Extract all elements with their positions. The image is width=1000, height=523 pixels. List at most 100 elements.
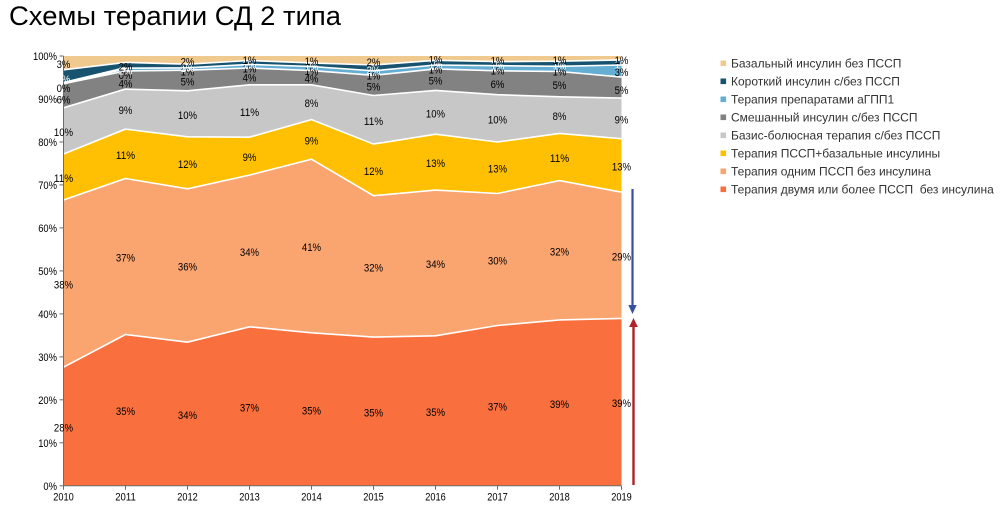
svg-text:Схемы терапии СД 2 типа: Схемы терапии СД 2 типа xyxy=(9,1,342,31)
svg-text:3%: 3% xyxy=(57,59,71,71)
svg-text:2%: 2% xyxy=(367,65,381,77)
svg-text:2%: 2% xyxy=(367,57,381,69)
svg-text:11%: 11% xyxy=(240,107,259,119)
svg-text:5%: 5% xyxy=(181,77,195,89)
svg-text:1%: 1% xyxy=(305,62,319,74)
svg-text:Базис-болюсная терапия с/без П: Базис-болюсная терапия с/без ПССП xyxy=(731,129,940,143)
svg-text:2013: 2013 xyxy=(239,491,260,503)
svg-text:1%: 1% xyxy=(491,66,505,78)
svg-text:2018: 2018 xyxy=(549,491,570,503)
svg-text:2017: 2017 xyxy=(487,491,508,503)
svg-text:70%: 70% xyxy=(38,180,57,192)
svg-text:1%: 1% xyxy=(491,55,505,67)
svg-text:13%: 13% xyxy=(426,158,445,170)
svg-text:11%: 11% xyxy=(54,173,73,185)
svg-text:1%: 1% xyxy=(615,59,629,71)
svg-text:Терапия ПССП+базальные инсулин: Терапия ПССП+базальные инсулины xyxy=(731,147,940,161)
svg-text:35%: 35% xyxy=(116,406,135,418)
svg-text:8%: 8% xyxy=(305,98,319,110)
svg-text:38%: 38% xyxy=(54,280,73,292)
svg-text:1%: 1% xyxy=(243,55,257,67)
svg-text:32%: 32% xyxy=(550,246,569,258)
svg-text:1%: 1% xyxy=(305,66,319,78)
svg-text:1%: 1% xyxy=(181,67,195,79)
svg-text:50%: 50% xyxy=(38,266,57,278)
svg-text:40%: 40% xyxy=(38,309,57,321)
svg-text:60%: 60% xyxy=(38,223,57,235)
svg-text:0%: 0% xyxy=(43,481,57,493)
svg-text:80%: 80% xyxy=(38,137,57,149)
svg-text:1%: 1% xyxy=(181,63,195,75)
svg-text:1%: 1% xyxy=(305,56,319,68)
svg-text:9%: 9% xyxy=(305,135,319,147)
svg-text:2%: 2% xyxy=(119,65,133,77)
svg-text:34%: 34% xyxy=(426,259,445,271)
svg-text:Короткий инсулин с/без ПССП: Короткий инсулин с/без ПССП xyxy=(731,75,900,89)
svg-text:5%: 5% xyxy=(429,76,443,88)
svg-text:37%: 37% xyxy=(488,402,507,414)
svg-text:1%: 1% xyxy=(429,55,443,67)
svg-text:6%: 6% xyxy=(57,94,71,106)
svg-text:13%: 13% xyxy=(612,162,631,174)
svg-text:13%: 13% xyxy=(488,164,507,176)
svg-text:1%: 1% xyxy=(553,66,567,78)
svg-text:1%: 1% xyxy=(553,55,567,67)
svg-text:2019: 2019 xyxy=(611,491,632,503)
svg-text:90%: 90% xyxy=(38,94,57,106)
svg-text:1%: 1% xyxy=(243,59,257,71)
svg-text:5%: 5% xyxy=(553,80,567,92)
svg-text:37%: 37% xyxy=(116,253,135,265)
svg-text:4%: 4% xyxy=(243,72,257,84)
svg-text:10%: 10% xyxy=(488,114,507,126)
svg-text:Смешанный инсулин с/без ПССП: Смешанный инсулин с/без ПССП xyxy=(731,111,917,125)
svg-text:2014: 2014 xyxy=(301,491,322,503)
svg-text:Терапия одним ПССП без инсулин: Терапия одним ПССП без инсулина xyxy=(731,165,931,179)
svg-text:10%: 10% xyxy=(38,438,57,450)
svg-text:20%: 20% xyxy=(38,395,57,407)
svg-text:12%: 12% xyxy=(364,166,383,178)
svg-text:29%: 29% xyxy=(612,251,631,263)
svg-text:0%: 0% xyxy=(119,70,133,82)
svg-text:1%: 1% xyxy=(367,71,381,83)
svg-text:0%: 0% xyxy=(57,83,71,95)
svg-text:1%: 1% xyxy=(491,61,505,73)
svg-text:Терапия двумя или более ПССП: Терапия двумя или более ПССП без инсулин… xyxy=(731,183,994,197)
svg-text:32%: 32% xyxy=(364,262,383,274)
svg-text:1%: 1% xyxy=(615,55,629,67)
svg-text:9%: 9% xyxy=(615,114,629,126)
svg-text:Базальный инсулин без ПССП: Базальный инсулин без ПССП xyxy=(731,57,901,71)
svg-text:39%: 39% xyxy=(550,399,569,411)
svg-text:2011: 2011 xyxy=(115,491,136,503)
svg-text:30%: 30% xyxy=(38,352,57,364)
svg-text:1%: 1% xyxy=(429,60,443,72)
svg-text:34%: 34% xyxy=(178,410,197,422)
svg-text:41%: 41% xyxy=(302,242,321,254)
svg-text:10%: 10% xyxy=(426,108,445,120)
svg-text:5%: 5% xyxy=(367,81,381,93)
svg-text:9%: 9% xyxy=(243,152,257,164)
svg-text:6%: 6% xyxy=(491,79,505,91)
svg-text:10%: 10% xyxy=(54,127,73,139)
svg-text:4%: 4% xyxy=(119,79,133,91)
svg-text:35%: 35% xyxy=(364,407,383,419)
svg-text:30%: 30% xyxy=(488,256,507,268)
svg-text:12%: 12% xyxy=(178,159,197,171)
svg-text:1%: 1% xyxy=(243,64,257,76)
svg-text:2016: 2016 xyxy=(425,491,446,503)
svg-text:1%: 1% xyxy=(429,65,443,77)
svg-text:2%: 2% xyxy=(181,57,195,69)
svg-text:4%: 4% xyxy=(305,74,319,86)
svg-text:11%: 11% xyxy=(550,153,569,165)
svg-text:8%: 8% xyxy=(553,111,567,123)
svg-text:2010: 2010 xyxy=(53,491,74,503)
svg-text:3%: 3% xyxy=(57,74,71,86)
svg-text:2015: 2015 xyxy=(363,491,384,503)
svg-text:9%: 9% xyxy=(119,105,133,117)
svg-text:35%: 35% xyxy=(302,405,321,417)
svg-text:34%: 34% xyxy=(240,247,259,259)
svg-text:28%: 28% xyxy=(54,423,73,435)
svg-text:Терапия препаратами аГПП1: Терапия препаратами аГПП1 xyxy=(731,93,895,107)
svg-text:11%: 11% xyxy=(364,116,383,128)
svg-text:5%: 5% xyxy=(615,85,629,97)
svg-text:2%: 2% xyxy=(119,62,133,74)
